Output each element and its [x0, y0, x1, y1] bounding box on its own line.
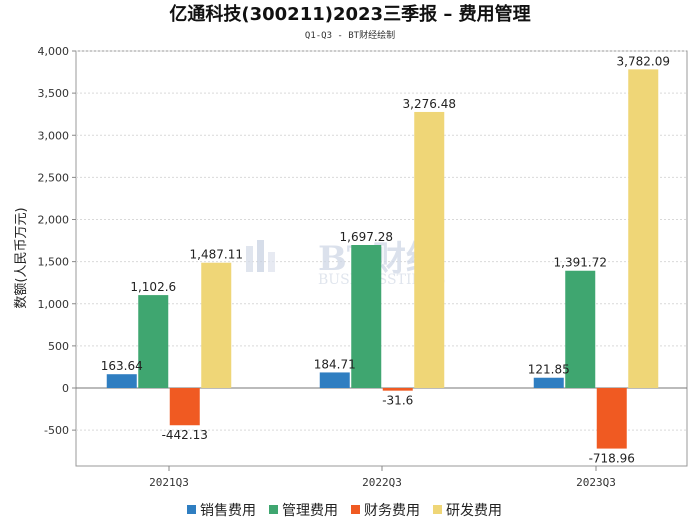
bar-管理费用-2023Q3 [565, 270, 596, 388]
data-label: -718.96 [589, 452, 635, 466]
chart-subtitle: Q1-Q3 - BT财经绘制 [305, 29, 395, 41]
x-tick-label: 2021Q3 [149, 476, 189, 489]
bar-销售费用-2022Q3 [319, 372, 350, 388]
bar-管理费用-2021Q3 [138, 295, 169, 388]
legend-swatch [269, 505, 278, 514]
chart-title: 亿通科技(300211)2023三季报 – 费用管理 [169, 3, 530, 25]
y-tick-label: 4,000 [38, 45, 70, 58]
y-axis-ticks: -500 0 500 1,000 1,500 2,000 2,500 3,000 3,500 4,… [38, 45, 76, 437]
y-tick-label: 1,000 [38, 298, 70, 311]
legend: 销售费用 管理费用 财务费用 研发费用 [187, 503, 502, 519]
data-labels-layer: 163.64 1,102.6 -442.13 1,487.11 184.71 1,697.… [101, 54, 670, 465]
bar-研发费用-2022Q3 [414, 111, 445, 389]
bar-销售费用-2023Q3 [533, 377, 564, 388]
data-label: 121.85 [528, 363, 570, 377]
data-label: 1,102.6 [130, 280, 176, 294]
bar-财务费用-2023Q3 [596, 388, 627, 449]
bar-财务费用-2021Q3 [169, 388, 200, 426]
bar-财务费用-2022Q3 [382, 388, 413, 391]
x-tick-label: 2022Q3 [362, 476, 402, 489]
bar-研发费用-2023Q3 [628, 69, 659, 388]
data-label: 1,487.11 [190, 248, 243, 262]
bar-研发费用-2021Q3 [201, 262, 232, 388]
bar-管理费用-2022Q3 [351, 245, 382, 388]
y-tick-label: -500 [44, 424, 69, 437]
data-label: -31.6 [382, 394, 413, 408]
data-label: 184.71 [314, 357, 356, 371]
legend-label: 研发费用 [446, 503, 502, 519]
y-tick-label: 2,000 [38, 214, 70, 227]
data-label: 3,276.48 [403, 97, 456, 111]
watermark-logo-icon [246, 240, 275, 272]
y-axis-label: 数额(人民币万元) [14, 207, 29, 308]
data-label: 163.64 [101, 359, 143, 373]
y-tick-label: 500 [48, 340, 69, 353]
y-tick-label: 1,500 [38, 256, 70, 269]
bar-销售费用-2021Q3 [106, 374, 137, 388]
legend-swatch [187, 505, 196, 514]
x-axis-ticks: 2021Q3 2022Q3 2023Q3 [149, 466, 616, 489]
legend-label: 管理费用 [282, 503, 338, 519]
legend-swatch [351, 505, 360, 514]
x-tick-label: 2023Q3 [576, 476, 616, 489]
data-label: -442.13 [162, 428, 208, 442]
y-tick-label: 2,500 [38, 171, 70, 184]
bars-layer [106, 69, 659, 449]
legend-label: 销售费用 [200, 503, 256, 519]
data-label: 3,782.09 [617, 54, 670, 68]
data-label: 1,697.28 [340, 230, 393, 244]
y-tick-label: 3,000 [38, 129, 70, 142]
y-tick-label: 0 [62, 382, 69, 395]
watermark-tagline: BUSINESSTIMES [318, 272, 446, 288]
legend-swatch [433, 505, 442, 514]
legend-label: 财务费用 [364, 503, 420, 519]
data-label: 1,391.72 [554, 256, 607, 270]
y-tick-label: 3,500 [38, 87, 70, 100]
